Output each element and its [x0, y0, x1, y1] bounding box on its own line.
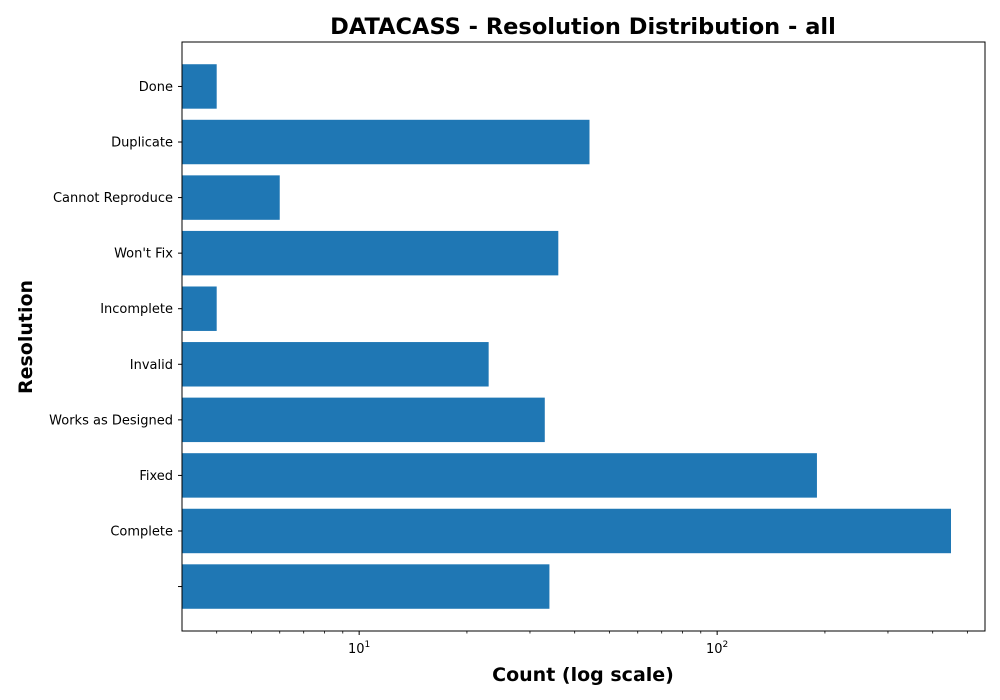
bar-invalid — [182, 342, 489, 386]
y-tick-label: Cannot Reproduce — [53, 191, 173, 206]
y-tick-label: Done — [139, 80, 173, 95]
bar-blank — [182, 564, 549, 608]
bar-fixed — [182, 453, 817, 497]
y-axis-label: Resolution — [15, 280, 37, 394]
bar-incomplete — [182, 286, 217, 330]
bar-won-t-fix — [182, 231, 558, 275]
bar-works-as-designed — [182, 398, 545, 442]
bar-duplicate — [182, 120, 590, 164]
y-tick-label: Won't Fix — [114, 247, 173, 262]
y-axis-ticks: Complete Fixed Works as Designed Invalid Inc… — [49, 80, 182, 587]
x-axis-label: Count (log scale) — [492, 664, 674, 686]
bar-complete — [182, 509, 951, 553]
y-tick-label: Works as Designed — [49, 413, 173, 428]
bar-done — [182, 64, 217, 108]
y-tick-label: Incomplete — [100, 302, 173, 317]
x-tick-label: 101 — [348, 640, 370, 657]
x-tick-label: 102 — [706, 640, 728, 657]
y-tick-label: Duplicate — [111, 136, 173, 151]
y-tick-label: Complete — [110, 524, 173, 539]
chart-title: DATACASS - Resolution Distribution - all — [330, 14, 836, 40]
bars-group — [182, 64, 951, 609]
x-axis-ticks: 101 102 — [217, 631, 968, 657]
y-tick-label: Invalid — [130, 358, 173, 373]
y-tick-label: Fixed — [139, 469, 173, 484]
bar-cannot-reproduce — [182, 175, 280, 219]
